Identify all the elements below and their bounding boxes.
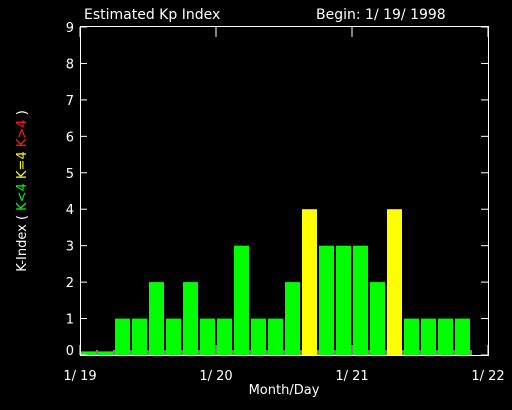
kp-bar — [183, 282, 198, 355]
y-axis-label-part: K-Index ( — [15, 211, 30, 272]
kp-bar — [81, 351, 96, 355]
kp-bar — [98, 351, 113, 355]
kp-bar — [387, 209, 402, 355]
kp-bar — [404, 318, 419, 355]
y-tick-label: 9 — [66, 21, 74, 36]
y-tick-label: 6 — [66, 130, 74, 145]
y-axis-label-part: ) — [15, 110, 30, 119]
chart-title: Estimated Kp Index — [84, 7, 220, 23]
y-tick-label: 1 — [66, 313, 74, 328]
kp-bar — [302, 209, 317, 355]
y-tick-label: 0 — [66, 344, 74, 359]
kp-bar — [200, 318, 215, 355]
kp-bar — [166, 318, 181, 355]
kp-bar — [319, 245, 334, 355]
y-axis-label-part: K<4 — [15, 183, 30, 211]
kp-bar — [421, 318, 436, 355]
y-tick-label: 5 — [66, 167, 74, 182]
y-axis: 0 1 2 3 4 5 6 7 8 9 — [66, 21, 488, 359]
kp-bar — [251, 318, 266, 355]
y-tick-label: 4 — [66, 203, 74, 218]
kp-bar — [336, 245, 351, 355]
kp-bar — [285, 282, 300, 355]
x-tick-label: 1/ 21 — [335, 369, 368, 384]
x-tick-label: 1/ 20 — [199, 369, 232, 384]
begin-date-label: Begin: 1/ 19/ 1998 — [316, 7, 446, 23]
y-tick-label: 8 — [66, 57, 74, 72]
plot-frame — [80, 26, 489, 356]
y-tick-label: 2 — [66, 276, 74, 291]
kp-bar — [455, 318, 470, 355]
kp-bar — [234, 245, 249, 355]
x-axis: 1/ 19 1/ 20 1/ 21 1/ 22 — [63, 27, 505, 384]
x-tick-label: 1/ 19 — [63, 369, 96, 384]
kp-bar — [132, 318, 147, 355]
x-axis-label: Month/Day — [249, 383, 320, 398]
kp-bar — [438, 318, 453, 355]
kp-bar — [370, 282, 385, 355]
kp-bar — [268, 318, 283, 355]
y-tick-label: 7 — [66, 94, 74, 109]
x-tick-label: 1/ 22 — [471, 369, 504, 384]
kp-bar — [353, 245, 368, 355]
y-axis-label: K-Index ( K<4 K=4 K>4 ) — [15, 110, 30, 272]
y-axis-label-part: K>4 — [15, 119, 30, 147]
kp-bar — [115, 318, 130, 355]
kp-bar — [149, 282, 164, 355]
y-axis-label-part: K=4 — [15, 151, 30, 179]
bars-group — [81, 209, 470, 355]
kp-bar — [217, 318, 232, 355]
y-tick-label: 3 — [66, 240, 74, 255]
